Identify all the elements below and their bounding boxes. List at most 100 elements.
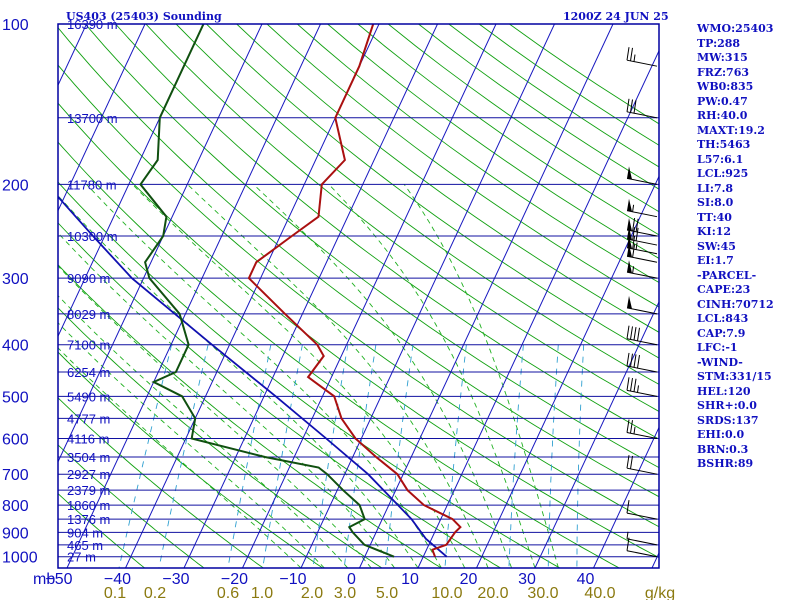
barb-flag bbox=[630, 377, 633, 392]
sounding-profiles bbox=[58, 24, 462, 558]
wind-barb bbox=[626, 217, 658, 237]
isotherm-line bbox=[359, 24, 614, 568]
barb-staff bbox=[626, 550, 658, 558]
barb-flag bbox=[633, 100, 637, 114]
mixing-ratio-label: 20.0 bbox=[477, 585, 508, 600]
barb-half-flag bbox=[632, 204, 635, 212]
barb-flag bbox=[633, 327, 637, 341]
barb-half-flag bbox=[635, 242, 638, 250]
height-label: 16390 m bbox=[67, 17, 118, 32]
wind-barb bbox=[626, 352, 658, 373]
wind-barb bbox=[626, 295, 658, 315]
isotherm-line bbox=[417, 49, 659, 568]
parcel-trace bbox=[58, 195, 448, 558]
barb-flag bbox=[630, 99, 633, 113]
barb-staff bbox=[626, 432, 658, 440]
pressure-tick-label: 700 bbox=[2, 467, 29, 484]
param-line: -PARCEL- bbox=[697, 268, 757, 282]
param-line: TH:5463 bbox=[697, 138, 751, 151]
dry-adiabat bbox=[58, 397, 264, 568]
param-line: BRN:0.3 bbox=[697, 442, 749, 456]
mixing-ratio-line bbox=[547, 344, 559, 568]
barb-pennant bbox=[627, 227, 632, 241]
wind-barb bbox=[626, 244, 658, 263]
height-label: 13700 m bbox=[67, 111, 118, 126]
barb-staff bbox=[626, 512, 658, 520]
wind-barbs bbox=[626, 47, 658, 558]
wind-barb bbox=[626, 198, 658, 218]
height-label: 10300 m bbox=[67, 229, 118, 244]
param-line: CAP:7.9 bbox=[697, 326, 746, 340]
temperature-tick-label: 10 bbox=[401, 571, 419, 588]
dry-adiabat bbox=[58, 444, 205, 568]
param-line: LFC:-1 bbox=[697, 341, 738, 354]
wind-barb bbox=[626, 500, 658, 520]
height-label: 4116 m bbox=[67, 432, 109, 447]
temperature-tick-label: 30 bbox=[518, 571, 536, 588]
plot-frame bbox=[57, 23, 660, 569]
pressure-tick-label: 1000 bbox=[2, 550, 38, 567]
barb-staff bbox=[626, 59, 658, 67]
param-line: MW:315 bbox=[697, 51, 748, 64]
barb-flag bbox=[632, 218, 636, 232]
param-line: BSHR:89 bbox=[697, 457, 754, 470]
barb-flag bbox=[632, 235, 636, 249]
param-line: TT:40 bbox=[697, 210, 732, 224]
param-line: HEL:120 bbox=[697, 384, 751, 398]
temperature-tick-label: 0 bbox=[347, 571, 356, 588]
barb-flag bbox=[637, 354, 640, 369]
sounding-time: 1200Z 24 JUN 25 bbox=[563, 10, 669, 23]
moist-adiabat bbox=[328, 184, 536, 568]
param-line: EI:1.7 bbox=[697, 254, 734, 267]
mixing-ratio-label: 5.0 bbox=[376, 585, 398, 600]
pressure-tick-label: 500 bbox=[2, 389, 29, 406]
height-label: 5490 m bbox=[67, 389, 110, 404]
param-line: TP:288 bbox=[697, 36, 741, 50]
dry-adiabat bbox=[58, 264, 442, 568]
height-label: 1376 m bbox=[67, 512, 110, 527]
mixing-ratio-label: 40.0 bbox=[584, 585, 615, 600]
param-line: RH:40.0 bbox=[697, 109, 748, 122]
dry-adiabat bbox=[327, 24, 659, 259]
pressure-tick-label: 200 bbox=[2, 177, 29, 194]
wind-barb bbox=[626, 98, 658, 119]
barb-staff bbox=[626, 111, 658, 119]
isotherm-line bbox=[58, 24, 263, 463]
moist-adiabat bbox=[58, 265, 372, 568]
param-line: CAPE:23 bbox=[697, 283, 751, 296]
param-line: MAXT:19.2 bbox=[697, 123, 765, 137]
barb-half-flag bbox=[626, 531, 629, 539]
dry-adiabat bbox=[236, 24, 659, 333]
barb-pennant bbox=[627, 235, 632, 249]
isotherm-line bbox=[534, 300, 659, 568]
param-line: SHR+:0.0 bbox=[697, 399, 757, 412]
barb-staff bbox=[626, 538, 658, 546]
wind-barb bbox=[626, 419, 658, 440]
barb-pennant bbox=[627, 198, 632, 212]
param-line: CINH:70712 bbox=[697, 297, 774, 311]
isotherm-line bbox=[242, 24, 497, 568]
barb-flag bbox=[630, 420, 633, 434]
moist-adiabat bbox=[187, 184, 489, 568]
height-label: 904 m bbox=[67, 525, 103, 540]
wind-barb bbox=[626, 455, 658, 475]
moist-adiabat bbox=[58, 195, 419, 568]
barb-flag bbox=[633, 354, 637, 368]
barb-staff bbox=[626, 389, 658, 397]
mixing-ratio-label: 0.6 bbox=[217, 585, 239, 600]
height-label: 2927 m bbox=[67, 467, 110, 482]
param-line: KI:12 bbox=[697, 225, 732, 238]
barb-half-flag bbox=[633, 54, 636, 62]
moist-adiabat bbox=[253, 184, 513, 568]
param-line: L57:6.1 bbox=[697, 152, 744, 166]
temperature-tick-label: −20 bbox=[221, 571, 248, 588]
mixing-ratio-line bbox=[343, 344, 377, 568]
barb-flag bbox=[633, 378, 637, 392]
param-line: SI:8.0 bbox=[697, 196, 734, 209]
mixing-ratio-line bbox=[262, 344, 303, 568]
param-line: EHI:0.0 bbox=[697, 428, 745, 441]
station-title: US403 (25403) Sounding bbox=[66, 10, 222, 23]
barb-flag bbox=[630, 455, 633, 469]
